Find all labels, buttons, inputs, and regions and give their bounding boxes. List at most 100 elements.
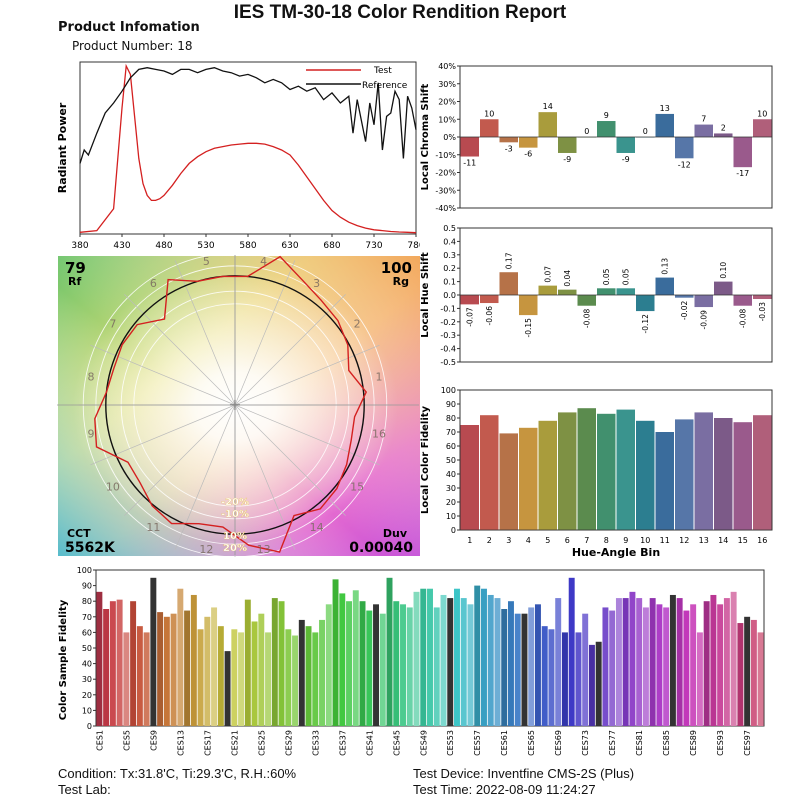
samples-y-tick-label: 40	[82, 660, 92, 669]
sample-tick-label: CES65	[527, 730, 536, 756]
chroma-bar	[519, 137, 538, 148]
vector-spoke	[90, 404, 236, 466]
sample-bar	[636, 598, 643, 726]
hue-data-label: 0.13	[661, 258, 670, 275]
sample-bar	[582, 613, 589, 726]
fidelity-bar	[694, 412, 713, 530]
chroma-bar	[460, 137, 479, 157]
sample-bar	[656, 604, 663, 726]
sample-bar	[217, 626, 224, 726]
sample-bar	[393, 601, 400, 726]
sample-bar	[332, 579, 339, 726]
fidelity-y-tick-label: 70	[446, 428, 456, 437]
sample-tick-label: CES21	[230, 730, 239, 756]
spd-x-tick-label: 480	[155, 241, 172, 251]
vector-bin-label: 13	[257, 543, 271, 556]
fidelity-bar	[480, 415, 499, 530]
chroma-bar	[753, 119, 772, 137]
sample-tick-label: CES37	[338, 730, 347, 756]
hue-data-label: -0.12	[641, 314, 650, 334]
hue-data-label: -0.15	[524, 318, 533, 338]
fidelity-x-tick-label: 12	[679, 536, 689, 545]
sample-bar	[163, 616, 170, 726]
fidelity-x-tick-label: 15	[738, 536, 748, 545]
sample-bar	[325, 604, 332, 726]
sample-bar	[258, 613, 265, 726]
sample-bar	[730, 591, 737, 726]
sample-bar	[683, 610, 690, 726]
hue-bar	[616, 288, 635, 295]
chroma-bar	[714, 133, 733, 137]
sample-bar	[130, 601, 137, 726]
fidelity-x-axis-label: Hue-Angle Bin	[572, 546, 660, 559]
chroma-data-label: 14	[543, 102, 553, 111]
chroma-y-tick-label: -20%	[435, 169, 456, 178]
hue-data-label: 0.17	[505, 252, 514, 269]
hue-bar	[694, 295, 713, 308]
hue-bar	[636, 295, 655, 312]
sample-bar	[157, 612, 164, 726]
sample-tick-label: CES41	[365, 730, 374, 756]
sample-bar	[467, 604, 474, 726]
sample-bar	[454, 588, 460, 726]
sample-bar	[629, 591, 636, 726]
sample-bar	[184, 610, 191, 726]
report-title: IES TM-30-18 Color Rendition Report	[233, 2, 567, 23]
vector-ring-label: -20%	[221, 497, 249, 508]
hue-data-label: -0.09	[700, 310, 709, 330]
sample-bar	[447, 598, 454, 726]
vector-ring-label: 10%	[223, 531, 247, 542]
sample-bar	[103, 609, 110, 726]
cct-value: 5562K	[65, 540, 116, 556]
sample-bar	[481, 588, 487, 726]
hue-y-tick-label: 0.4	[443, 237, 456, 246]
fidelity-x-tick-label: 1	[467, 536, 472, 545]
sample-tick-label: CES5	[122, 730, 131, 751]
spd-x-tick-label: 430	[113, 241, 130, 251]
hue-data-label: 0.04	[563, 270, 572, 287]
sample-bar	[487, 594, 494, 726]
samples-y-tick-label: 70	[82, 613, 92, 622]
fidelity-bar	[597, 413, 616, 530]
vector-spoke	[90, 344, 236, 406]
sample-bar	[427, 588, 433, 726]
hue-bar	[597, 288, 616, 295]
hue-bar	[577, 295, 596, 306]
fidelity-y-tick-label: 40	[446, 470, 456, 479]
sample-bar	[271, 598, 278, 726]
sample-tick-label: CES25	[257, 730, 266, 756]
fidelity-bar	[675, 419, 694, 530]
vector-spoke	[124, 404, 236, 516]
spd-x-tick-label: 580	[239, 241, 256, 251]
rg-label: Rg	[393, 275, 409, 288]
sample-tick-label: CES9	[149, 730, 158, 751]
sample-bar	[265, 632, 272, 726]
fidelity-y-axis-label: Local Color Fidelity	[420, 405, 431, 514]
vector-bin-label: 6	[150, 277, 157, 290]
sample-bar	[750, 619, 757, 726]
sample-bar	[319, 619, 326, 726]
vector-bin-label: 8	[87, 370, 94, 383]
sample-tick-label: CES49	[419, 730, 428, 756]
sample-bar	[737, 623, 744, 726]
hue-data-label: 0.05	[622, 268, 631, 285]
samples-y-tick-label: 50	[82, 644, 92, 653]
sample-tick-label: CES45	[392, 730, 401, 756]
duv-label: Duv	[383, 527, 408, 540]
test-device: Test Device: Inventfine CMS-2S (Plus)	[413, 766, 635, 781]
vector-spoke	[234, 404, 380, 466]
sample-bar	[433, 607, 440, 726]
fidelity-x-tick-label: 8	[604, 536, 609, 545]
fidelity-x-tick-label: 4	[526, 536, 531, 545]
vector-bin-label: 10	[106, 481, 120, 494]
spd-x-tick-label: 530	[197, 241, 214, 251]
chroma-y-tick-label: -30%	[435, 186, 456, 195]
fidelity-x-tick-label: 10	[640, 536, 650, 545]
sample-bar	[669, 594, 676, 726]
sample-bar	[507, 601, 514, 726]
sample-bar	[386, 577, 393, 726]
fidelity-bar	[616, 409, 635, 530]
fidelity-bar	[577, 408, 596, 530]
chroma-data-label: -17	[736, 169, 749, 178]
local-chroma-shift-chart: 40% 30% 20% 10% 0% -10% -20% -30% -40% -11 10 -3 -6 1…	[420, 62, 773, 213]
